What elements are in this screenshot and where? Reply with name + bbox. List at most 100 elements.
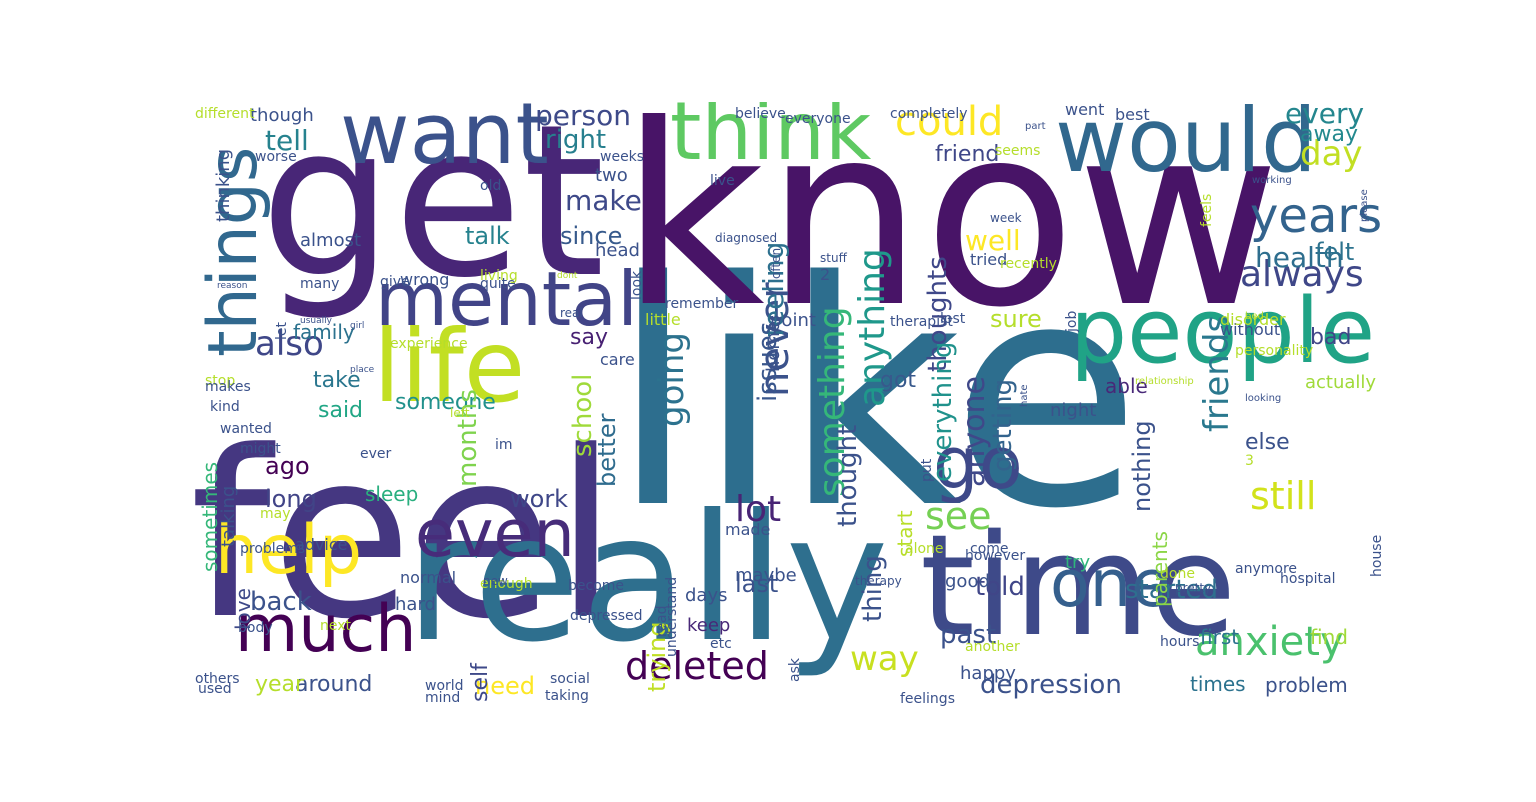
word-completely: completely [890,106,968,122]
word-make: make [565,184,642,217]
word-months: months [453,389,483,487]
word-advice: advice [295,535,348,554]
word-diagnosed: diagnosed [715,231,778,245]
word-wrong: wrong [400,270,450,289]
word-girl: girl [350,321,365,331]
word-time: time [920,505,1237,668]
word-recently: recently [1000,256,1057,272]
word-every: every [1285,102,1365,130]
word-see: see [925,494,992,538]
word-enough: enough [480,576,533,592]
word-without: without [1220,320,1281,339]
word-place: place [350,365,375,375]
word-actually: actually [1305,372,1377,393]
word-head: head [595,240,640,261]
word-left: left [450,406,470,420]
word-self: self [468,663,493,702]
word-dont: dont [557,271,578,281]
word-often: often [769,247,783,279]
word-sometimes: sometimes [198,461,222,572]
word-stop: stop [205,373,236,389]
word-another: another [965,639,1020,655]
word-bad: bad [1310,325,1352,350]
word-therapist: therapist [890,314,953,330]
word-went: went [1065,102,1105,119]
word-go: go [933,421,1023,505]
word-also: also [255,324,324,364]
word-week: week [990,211,1022,225]
word-working: working [1252,175,1292,186]
word-world: world [425,678,464,694]
word-got: got [880,368,917,393]
word-normal: normal [400,568,457,587]
word-social: social [550,671,590,687]
word-year: year [255,672,305,697]
word-help: help [215,511,362,590]
word-old: old [480,178,502,194]
word-sleep: sleep [365,482,419,506]
word-like: like [610,216,1142,577]
word-get: get [260,102,605,324]
word-im: im [495,437,513,453]
word-become: become [568,578,625,594]
word-health: health [1255,241,1344,274]
word-made: made [725,520,771,539]
word-still: still [1250,474,1317,518]
word-able: able [1105,374,1148,398]
word-talk: talk [465,222,510,250]
word-reason: reason [217,281,248,291]
word-personality: personality [1235,343,1314,359]
word-family: family [293,320,355,344]
word-part: part [1025,121,1046,132]
word-best: best [1115,105,1150,124]
word-look: look [629,270,645,300]
word-try: try [1065,552,1091,573]
word-happy: happy [960,663,1016,684]
word-depressed: depressed [570,608,643,624]
word-always: always [1240,254,1364,295]
word-say: say [570,325,608,350]
word-first: first [1200,625,1240,649]
word-take: take [313,368,361,393]
word-anymore: anymore [1235,561,1298,577]
word-ever: ever [360,446,392,462]
word-mind: mind [425,690,461,706]
word-night: night [1050,400,1097,421]
word-give: give [380,274,410,290]
word-put: put [919,458,935,482]
word-better: better [593,413,621,487]
word-thinking: thinking [213,148,234,222]
word-come: come [970,541,1009,557]
word-good: good [945,571,990,592]
word-away: away [1300,122,1358,147]
word-remember: remember [665,296,739,312]
word-may: may [260,506,291,522]
word-well: well [965,224,1021,257]
word-could: could [895,102,1004,145]
word-seems: seems [995,143,1041,159]
word-lot: lot [735,489,782,530]
word-maybe: maybe [735,565,797,586]
word-times: times [1190,672,1246,696]
word-experience: experience [390,336,468,352]
word-days: days [685,585,728,606]
word-real: real [560,306,583,320]
word-house: house [1369,534,1382,577]
word-alone: alone [905,541,944,557]
word-pretty: pretty [1175,581,1212,595]
word-last: last [735,570,779,598]
word-right: right [545,125,607,155]
word-feelings: feelings [900,691,955,706]
word-done: done [1160,566,1195,582]
word-live: live [710,173,735,189]
word-taking: taking [545,688,589,704]
word-ago: ago [265,452,310,480]
word-lost: lost [940,311,966,327]
word-talking: talking [218,485,239,547]
word-problems: problems [240,541,306,557]
word-might: might [240,441,281,457]
word-mental: mental [375,255,638,343]
word-others: others [195,671,240,687]
word-life: life [373,308,526,425]
word-anxiety: anxiety [1195,619,1344,665]
